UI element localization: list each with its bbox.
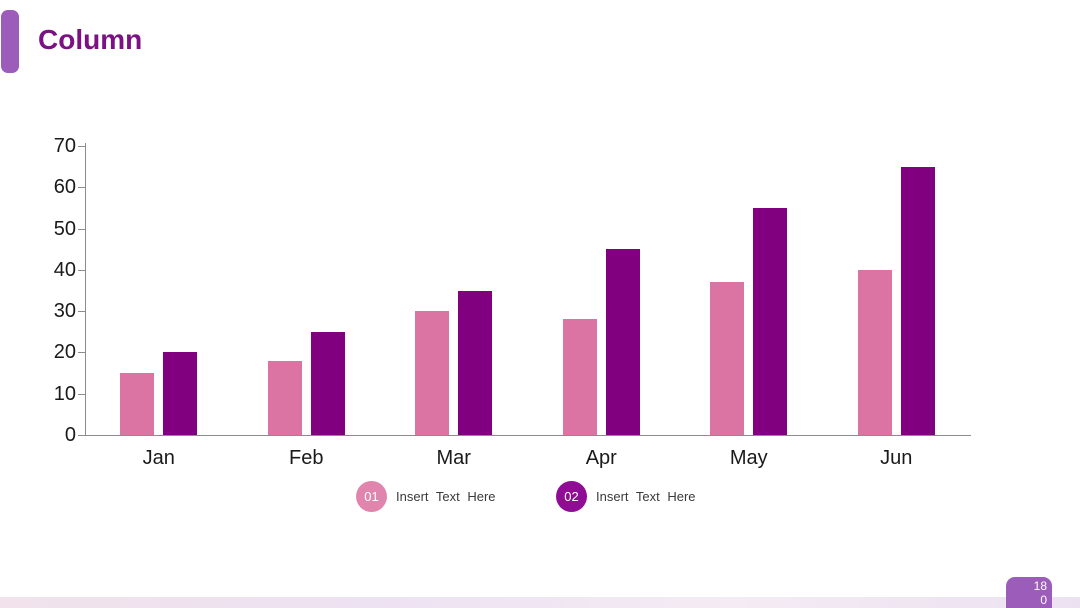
- legend-label: Insert Text Here: [596, 489, 696, 504]
- bar-feb-series2: [310, 331, 345, 435]
- y-tick-label: 50: [53, 217, 76, 240]
- y-axis-tick: [78, 269, 85, 271]
- page-title: Column: [38, 24, 143, 55]
- title-accent-tab: [1, 10, 19, 73]
- bar-mar-series1: [415, 311, 450, 435]
- y-axis-tick: [78, 228, 85, 230]
- y-tick-label: 40: [53, 258, 76, 281]
- footer-strip: [0, 597, 1080, 608]
- bar-feb-series1: [267, 360, 302, 435]
- y-axis-tick: [78, 393, 85, 395]
- bar-apr-series2: [605, 249, 640, 435]
- y-axis-tick: [78, 352, 85, 354]
- page-number: 180: [1033, 579, 1047, 607]
- x-tick-label: Apr: [585, 447, 617, 469]
- y-tick-label: 70: [53, 135, 76, 157]
- bar-jan-series1: [120, 373, 155, 435]
- page-number-badge: 180: [1006, 577, 1052, 608]
- bar-jan-series2: [163, 352, 198, 435]
- legend-item-02: 02 Insert Text Here: [556, 481, 696, 512]
- y-tick-label: 10: [53, 382, 76, 405]
- y-tick-label: 0: [64, 424, 76, 446]
- x-axis-line: [85, 435, 971, 436]
- x-tick-label: Jan: [142, 447, 175, 469]
- bar-may-series1: [710, 282, 745, 435]
- bar-jun-series2: [900, 166, 935, 435]
- legend-badge-02: 02: [556, 481, 587, 512]
- y-tick-label: 60: [53, 176, 76, 199]
- y-axis-tick: [78, 435, 85, 436]
- y-axis-tick: [78, 187, 85, 189]
- y-axis-tick: [78, 146, 85, 147]
- x-tick-label: Jun: [880, 447, 913, 469]
- x-tick-label: Mar: [436, 447, 471, 469]
- bar-mar-series2: [458, 290, 493, 435]
- y-axis-tick: [78, 311, 85, 313]
- legend-item-01: 01 Insert Text Here: [356, 481, 496, 512]
- y-tick-label: 20: [53, 341, 76, 364]
- legend-label: Insert Text Here: [396, 489, 496, 504]
- chart-legend: 01 Insert Text Here 02 Insert Text Here: [0, 481, 1080, 513]
- x-tick-label: May: [729, 447, 768, 469]
- y-axis-line: [85, 143, 86, 436]
- x-tick-label: Feb: [289, 447, 324, 469]
- bar-may-series2: [753, 207, 788, 435]
- y-tick-label: 30: [53, 300, 76, 323]
- bar-jun-series1: [857, 269, 892, 435]
- bar-apr-series1: [562, 319, 597, 435]
- legend-badge-01: 01: [356, 481, 387, 512]
